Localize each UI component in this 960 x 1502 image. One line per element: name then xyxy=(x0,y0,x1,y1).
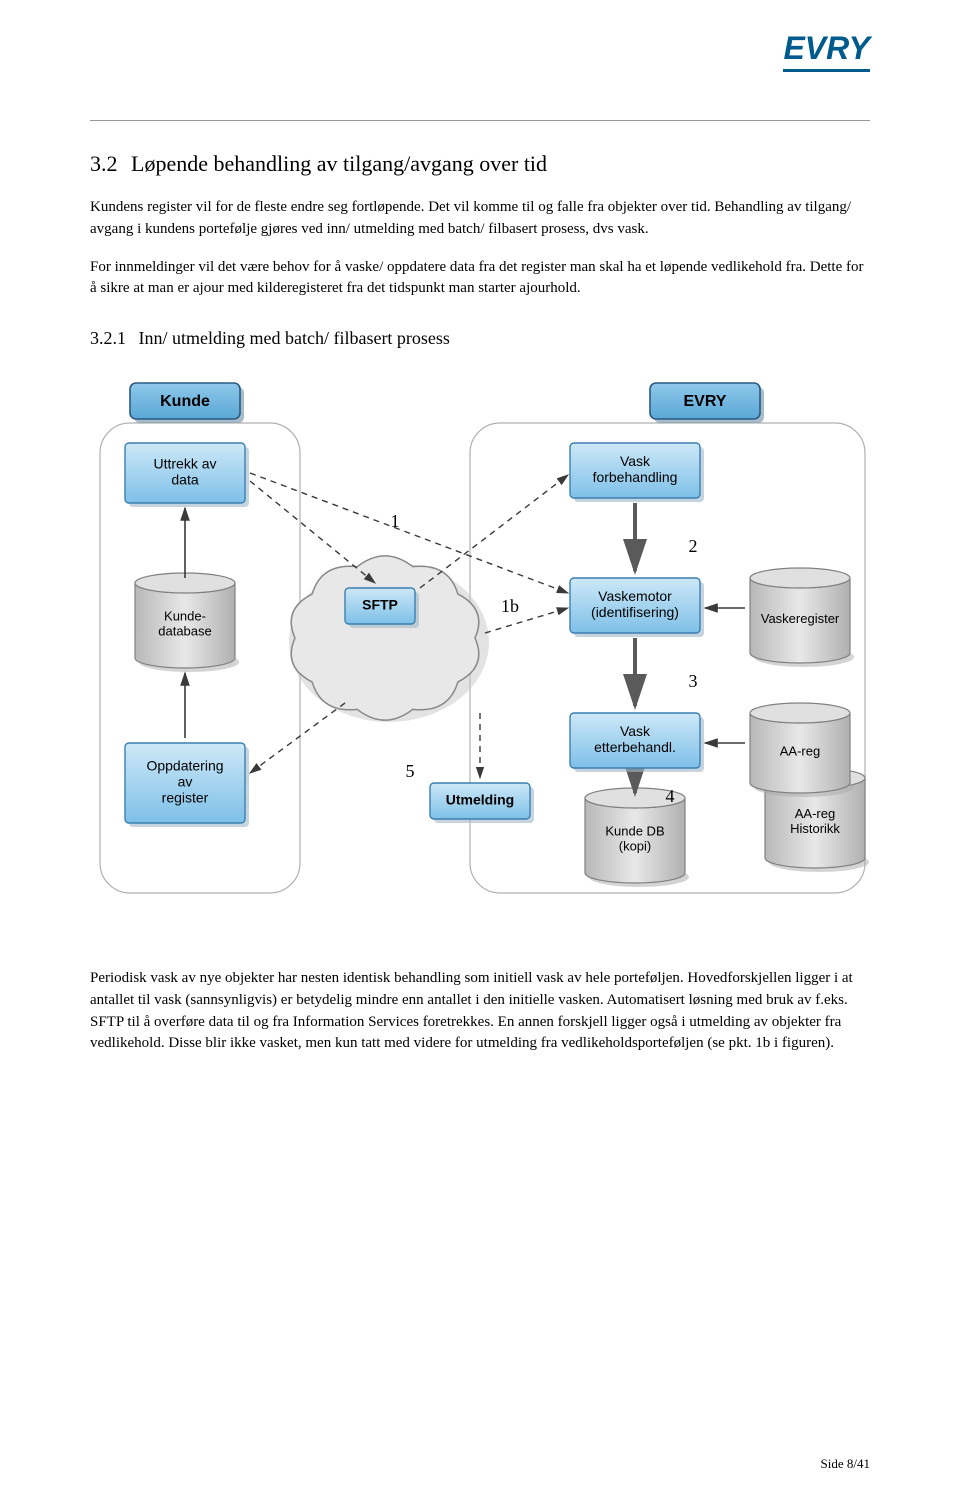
svg-text:Utmelding: Utmelding xyxy=(446,792,514,808)
svg-text:(kopi): (kopi) xyxy=(619,838,652,853)
svg-text:Vaskeregister: Vaskeregister xyxy=(761,611,840,626)
svg-text:(identifisering): (identifisering) xyxy=(591,604,679,620)
svg-text:2: 2 xyxy=(689,536,698,556)
section-number: 3.2 xyxy=(90,151,118,176)
svg-text:data: data xyxy=(171,472,198,488)
process-diagram: Kunde EVRY Kunde-database Vaskeregister AA-r… xyxy=(90,373,870,938)
section-title: Løpende behandling av tilgang/avgang ove… xyxy=(131,151,547,176)
svg-text:AA-reg: AA-reg xyxy=(780,743,820,758)
svg-text:database: database xyxy=(158,623,212,638)
svg-text:1b: 1b xyxy=(501,596,519,616)
svg-text:Kunde: Kunde xyxy=(160,393,210,410)
svg-text:Kunde DB: Kunde DB xyxy=(605,823,664,838)
section-para-2: For innmeldinger vil det være behov for … xyxy=(90,257,870,301)
page-footer: Side 8/41 xyxy=(821,1456,870,1472)
svg-text:3: 3 xyxy=(689,671,698,691)
section-para-1: Kundens register vil for de fleste endre… xyxy=(90,197,870,241)
bottom-para: Periodisk vask av nye objekter har neste… xyxy=(90,968,870,1055)
svg-text:AA-reg: AA-reg xyxy=(795,806,835,821)
svg-text:etterbehandl.: etterbehandl. xyxy=(594,739,676,755)
subsection-title: Inn/ utmelding med batch/ filbasert pros… xyxy=(139,328,450,348)
svg-text:av: av xyxy=(178,774,193,790)
svg-text:SFTP: SFTP xyxy=(362,597,398,613)
svg-text:EVRY: EVRY xyxy=(684,393,727,410)
subsection-number: 3.2.1 xyxy=(90,328,126,348)
svg-text:Vaskemotor: Vaskemotor xyxy=(598,588,672,604)
svg-text:Oppdatering: Oppdatering xyxy=(146,758,223,774)
svg-text:4: 4 xyxy=(666,786,675,806)
svg-text:Vask: Vask xyxy=(620,723,651,739)
svg-text:Kunde-: Kunde- xyxy=(164,608,206,623)
svg-text:Vask: Vask xyxy=(620,453,651,469)
logo: EVRY xyxy=(783,30,870,72)
svg-text:forbehandling: forbehandling xyxy=(593,469,678,485)
svg-text:5: 5 xyxy=(406,761,415,781)
divider xyxy=(90,120,870,121)
svg-text:Historikk: Historikk xyxy=(790,821,840,836)
section-heading: 3.2 Løpende behandling av tilgang/avgang… xyxy=(90,151,870,177)
svg-text:1: 1 xyxy=(391,511,400,531)
svg-text:Uttrekk av: Uttrekk av xyxy=(153,456,216,472)
svg-text:register: register xyxy=(162,790,209,806)
subsection-heading: 3.2.1 Inn/ utmelding med batch/ filbaser… xyxy=(90,328,870,349)
